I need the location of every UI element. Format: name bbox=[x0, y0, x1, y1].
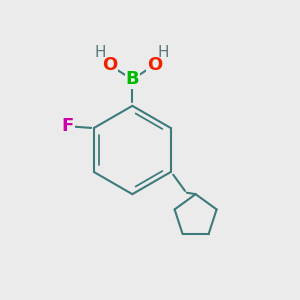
Text: H: H bbox=[158, 45, 169, 60]
Text: F: F bbox=[61, 117, 74, 135]
Text: O: O bbox=[147, 56, 162, 74]
Text: B: B bbox=[125, 70, 139, 88]
Text: O: O bbox=[102, 56, 117, 74]
Text: H: H bbox=[95, 45, 106, 60]
